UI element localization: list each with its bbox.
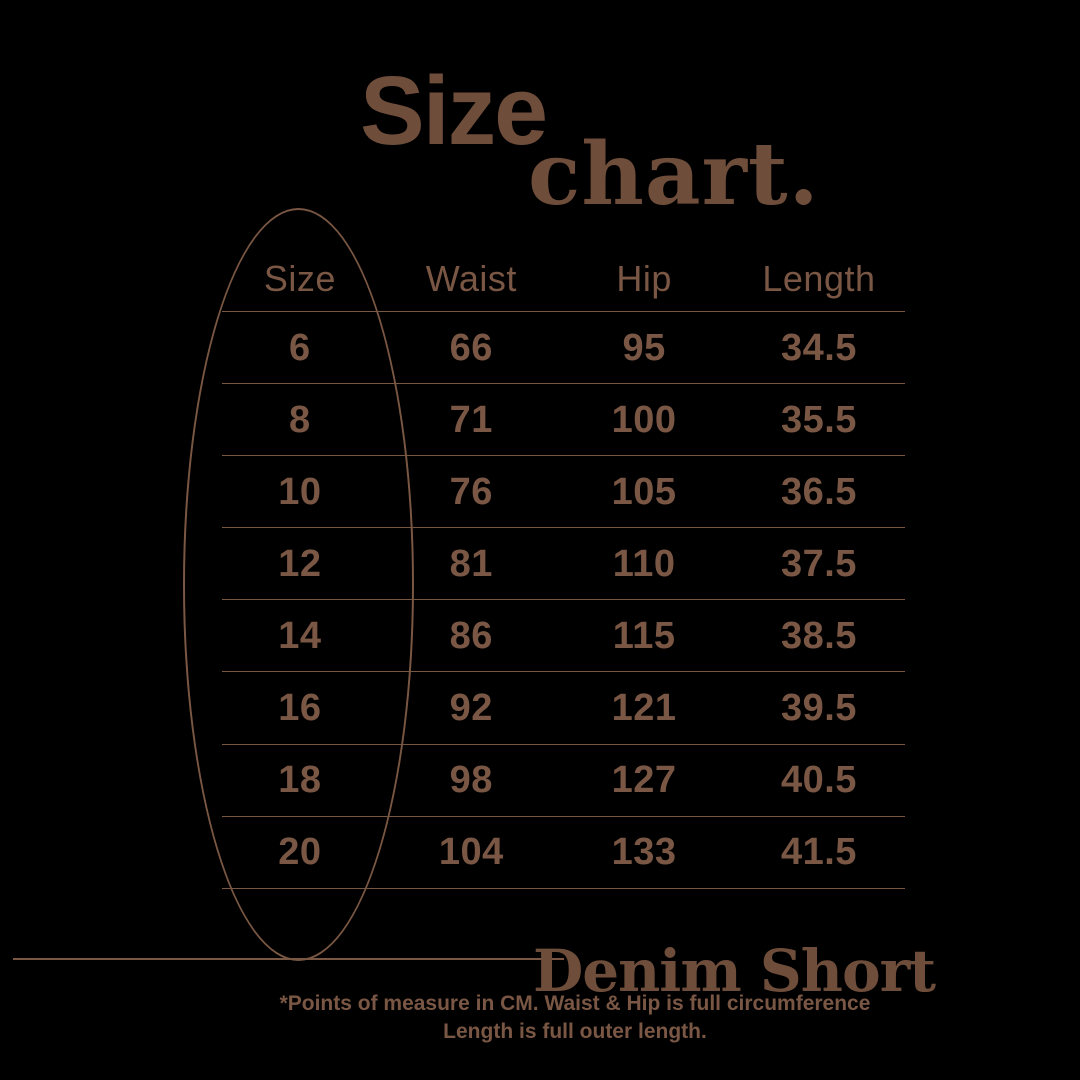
col-header-hip: Hip [616, 257, 672, 299]
col-header-waist: Waist [425, 257, 517, 299]
cell-hip: 110 [612, 542, 676, 585]
cell-size: 6 [289, 326, 311, 369]
col-header-length: Length [762, 257, 876, 299]
table-row: 18 98 127 40.5 [222, 745, 905, 817]
cell-waist: 104 [438, 831, 504, 874]
footnote: *Points of measure in CM. Waist & Hip is… [175, 990, 975, 1046]
table-row: 14 86 115 38.5 [222, 600, 905, 673]
cell-size: 20 [278, 831, 322, 874]
cell-length: 38.5 [780, 614, 857, 657]
cell-size: 10 [278, 470, 322, 513]
footnote-line-1: *Points of measure in CM. Waist & Hip is… [279, 992, 871, 1015]
cell-length: 37.5 [780, 542, 857, 585]
table-row: 20 104 133 41.5 [222, 817, 905, 889]
product-label: Denim Short [532, 937, 936, 1005]
cell-hip: 133 [611, 831, 677, 874]
cell-hip: 121 [611, 687, 677, 730]
cell-size: 8 [289, 398, 311, 441]
size-column-highlight-ellipse [183, 208, 414, 961]
table-row: 12 81 110 37.5 [222, 528, 905, 601]
cell-hip: 100 [611, 398, 677, 441]
table-header-row: Size Waist Hip Length [222, 246, 905, 312]
cell-size: 16 [278, 687, 322, 730]
table-row: 16 92 121 39.5 [222, 672, 905, 745]
cell-waist: 81 [449, 542, 493, 585]
cell-length: 36.5 [780, 470, 857, 513]
page-title-script: chart. [528, 124, 820, 225]
divider-line [13, 958, 564, 960]
cell-size: 12 [278, 542, 322, 585]
cell-hip: 115 [612, 614, 676, 657]
cell-hip: 95 [622, 326, 666, 369]
cell-hip: 105 [611, 470, 677, 513]
cell-waist: 71 [449, 398, 493, 441]
cell-hip: 127 [611, 759, 677, 802]
cell-length: 34.5 [780, 326, 857, 369]
page-title: Size [360, 56, 548, 165]
table-row: 6 66 95 34.5 [222, 312, 905, 385]
cell-waist: 92 [449, 687, 493, 730]
footnote-line-2: Length is full outer length. [443, 1020, 707, 1043]
cell-waist: 76 [449, 470, 493, 513]
cell-length: 41.5 [780, 831, 857, 874]
table-row: 8 71 100 35.5 [222, 384, 905, 457]
cell-size: 18 [278, 759, 322, 802]
table-row: 10 76 105 36.5 [222, 456, 905, 529]
cell-length: 40.5 [780, 759, 857, 802]
cell-size: 14 [278, 614, 322, 657]
size-table: Size Waist Hip Length 6 66 95 34.5 8 71 … [222, 246, 905, 889]
cell-length: 39.5 [780, 687, 857, 730]
cell-length: 35.5 [780, 398, 857, 441]
cell-waist: 98 [449, 759, 493, 802]
col-header-size: Size [263, 257, 336, 299]
cell-waist: 86 [449, 614, 493, 657]
cell-waist: 66 [449, 326, 493, 369]
